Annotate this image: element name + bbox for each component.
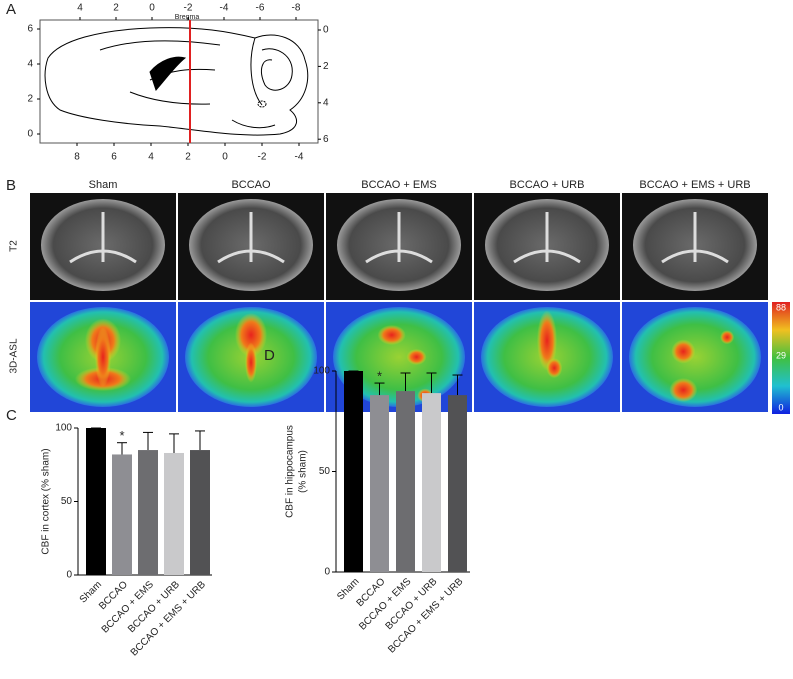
tick-label: 0 <box>323 25 329 36</box>
tick-label: -8 <box>292 3 301 14</box>
bar <box>344 371 363 572</box>
tick-label: 8 <box>74 152 80 163</box>
hotspot <box>235 313 267 357</box>
column-header: BCCAO <box>231 179 271 191</box>
bar <box>138 450 158 575</box>
atlas-drawing <box>39 19 319 144</box>
annotation: * <box>377 368 382 383</box>
y-axis-label: CBF in cortex (% sham) <box>41 448 52 554</box>
y-axis-label: CBF in hippocampus <box>285 425 296 518</box>
tick-label: 6 <box>27 24 33 35</box>
column-header: BCCAO + EMS <box>361 179 437 191</box>
annotation: * <box>119 428 124 443</box>
y-tick-label: 50 <box>319 466 331 477</box>
tick-label: -4 <box>220 3 229 14</box>
panel-label: D <box>264 347 275 364</box>
hotspot <box>377 325 406 345</box>
tick-label: 6 <box>323 134 329 145</box>
tick-label: -6 <box>256 3 265 14</box>
tick-label: 0 <box>149 3 155 14</box>
tick-label: 4 <box>323 97 329 108</box>
colorbar-label: 88 <box>776 302 786 312</box>
panel-label: A <box>6 1 16 18</box>
column-header: BCCAO + URB <box>510 179 585 191</box>
hotspot <box>406 349 427 365</box>
bar <box>396 391 415 572</box>
y-tick-label: 100 <box>313 366 330 377</box>
structure <box>217 212 285 264</box>
structure <box>69 212 137 264</box>
annotation: Bregma <box>175 14 200 21</box>
colorbar-label: 29 <box>776 350 786 360</box>
bar <box>190 450 210 575</box>
tick-label: 0 <box>222 152 228 163</box>
hotspot <box>720 330 735 345</box>
tick-label: -4 <box>295 152 304 163</box>
column-header: BCCAO + EMS + URB <box>639 179 750 191</box>
hotspot <box>669 378 698 402</box>
column-header: Sham <box>89 179 118 191</box>
hotspot <box>95 327 111 387</box>
tick-label: 2 <box>113 3 119 14</box>
hotspot <box>537 310 557 371</box>
y-tick-label: 0 <box>324 567 330 578</box>
bar <box>370 395 389 572</box>
y-tick-label: 0 <box>66 570 72 581</box>
hotspot <box>546 358 563 378</box>
row-label: 3D-ASL <box>9 338 20 373</box>
bar <box>164 452 184 575</box>
y-axis-label: (% sham) <box>298 450 309 493</box>
image-grid <box>30 193 768 412</box>
y-tick-label: 50 <box>61 496 73 507</box>
tick-label: 2 <box>185 152 191 163</box>
tick-label: 4 <box>77 3 83 14</box>
bar <box>86 428 106 575</box>
tick-label: 0 <box>27 129 33 140</box>
structure <box>365 212 433 264</box>
tick-label: -2 <box>258 152 267 163</box>
bar <box>422 393 441 572</box>
colorbar <box>772 302 790 414</box>
bar <box>112 454 132 575</box>
hotspot <box>671 339 696 364</box>
structure <box>661 212 729 264</box>
structure <box>513 212 581 264</box>
panel-label: B <box>6 177 16 194</box>
panel-label: C <box>6 407 17 424</box>
tick-label: -2 <box>184 3 193 14</box>
tick-label: 2 <box>27 94 33 105</box>
tick-label: 2 <box>323 61 329 72</box>
hotspot <box>245 342 257 383</box>
tick-label: 6 <box>111 152 117 163</box>
bar <box>448 395 467 572</box>
y-tick-label: 100 <box>55 423 72 434</box>
row-label: T2 <box>9 240 20 252</box>
colorbar-label: 0 <box>778 402 783 412</box>
tick-label: 4 <box>148 152 154 163</box>
tick-label: 4 <box>27 59 33 70</box>
